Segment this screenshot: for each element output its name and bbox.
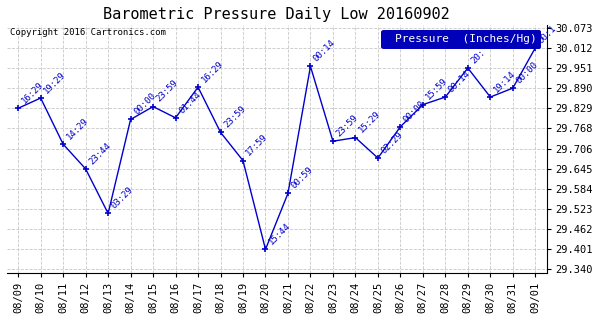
Text: 17:59: 17:59 [244, 132, 270, 158]
Text: 15:29: 15:29 [357, 109, 382, 135]
Text: 14:29: 14:29 [65, 116, 90, 141]
Text: 15:59: 15:59 [424, 76, 449, 102]
Text: 01:44: 01:44 [177, 90, 202, 115]
Text: 23:44: 23:44 [87, 141, 112, 166]
Text: 00:00: 00:00 [132, 91, 157, 117]
Text: 00:00: 00:00 [402, 99, 427, 124]
Text: 23:59: 23:59 [222, 104, 247, 130]
Text: 02:29: 02:29 [379, 130, 404, 155]
Text: 00:14: 00:14 [447, 69, 472, 94]
Legend: Pressure  (Inches/Hg): Pressure (Inches/Hg) [382, 30, 541, 49]
Text: 00:59: 00:59 [289, 165, 315, 190]
Text: 19:29: 19:29 [42, 70, 67, 95]
Text: 23:59: 23:59 [154, 78, 180, 104]
Text: 19:14: 19:14 [492, 69, 517, 94]
Title: Barometric Pressure Daily Low 20160902: Barometric Pressure Daily Low 20160902 [103, 7, 450, 22]
Text: 03:29: 03:29 [110, 185, 135, 211]
Text: Copyright 2016 Cartronics.com: Copyright 2016 Cartronics.com [10, 28, 166, 37]
Text: 00:00: 00:00 [514, 60, 539, 85]
Text: 00:14: 00:14 [312, 38, 337, 64]
Text: 16:29: 16:29 [199, 59, 225, 84]
Text: 16:29: 16:29 [20, 80, 45, 106]
Text: 20:: 20: [469, 47, 487, 65]
Text: 15:44: 15:44 [267, 221, 292, 247]
Text: 00:1: 00:1 [536, 24, 558, 45]
Text: 23:59: 23:59 [334, 113, 359, 139]
